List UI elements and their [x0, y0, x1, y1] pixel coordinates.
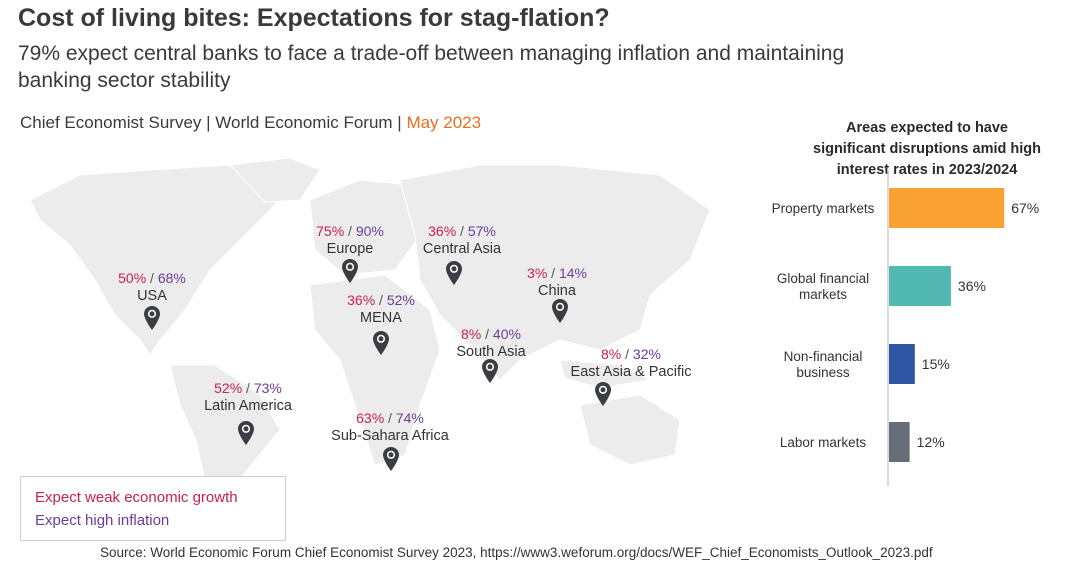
high-inflation-pct: 40%	[492, 326, 521, 342]
australia-shape	[579, 394, 681, 466]
region-name: East Asia & Pacific	[570, 364, 692, 380]
greenland-shape	[228, 157, 321, 203]
bar-value-label: 12%	[917, 434, 945, 450]
pct-separator: /	[348, 223, 352, 239]
bar-labor-markets	[889, 422, 910, 462]
region-label-sub-sahara-africa: 63% / 74% Sub-Sahara Africa	[331, 410, 449, 445]
bar-chart-title-line: significant disruptions amid high	[813, 141, 1041, 157]
weak-growth-pct: 75%	[316, 223, 345, 239]
high-inflation-pct: 57%	[467, 223, 496, 239]
pct-separator: /	[388, 410, 392, 426]
bar-value-label: 36%	[958, 278, 986, 294]
map-pin-icon	[373, 331, 389, 355]
disruption-bar-chart: 67% Property markets 36% Global financial ma…	[772, 170, 1039, 486]
weak-growth-pct: 8%	[461, 326, 482, 342]
bar-chart-title: Areas expected to have significant disru…	[782, 118, 1072, 181]
map-pin-icon	[144, 306, 160, 330]
pct-separator: /	[460, 223, 464, 239]
weak-growth-pct: 3%	[527, 265, 548, 281]
pct-separator: /	[379, 292, 383, 308]
high-inflation-pct: 68%	[157, 270, 186, 286]
high-inflation-pct: 14%	[558, 265, 587, 281]
weak-growth-pct: 63%	[356, 410, 385, 426]
footnote-source: Source: World Economic Forum Chief Econo…	[100, 545, 933, 560]
map-legend: Expect weak economic growth Expect high …	[20, 476, 286, 541]
bar-category-label: Labor markets	[780, 435, 867, 450]
weak-growth-pct: 8%	[601, 346, 622, 362]
region-label-central-asia: 36% / 57% Central Asia	[423, 223, 501, 258]
region-label-mena: 36% / 52% MENA	[347, 292, 415, 327]
weak-growth-pct: 52%	[214, 380, 243, 396]
survey-source-line: Chief Economist Survey | World Economic …	[20, 113, 481, 133]
region-label-latin-america: 52% / 73% Latin America	[204, 380, 292, 415]
high-inflation-pct: 52%	[386, 292, 415, 308]
bar-value-label: 67%	[1011, 200, 1039, 216]
high-inflation-pct: 32%	[632, 346, 661, 362]
weak-growth-pct: 50%	[118, 270, 147, 286]
map-pin-icon	[342, 259, 358, 283]
region-name: Sub-Sahara Africa	[331, 428, 449, 444]
map-pin-icon	[383, 447, 399, 471]
region-name: USA	[137, 288, 167, 304]
bar-chart-title-line: Areas expected to have	[846, 120, 1008, 136]
region-name: South Asia	[456, 344, 526, 360]
survey-date: May 2023	[406, 113, 482, 132]
pct-separator: /	[485, 326, 490, 342]
high-inflation-pct: 73%	[253, 380, 282, 396]
subtitle: 79% expect central banks to face a trade…	[18, 42, 845, 92]
region-label-south-asia: 8% / 40% South Asia	[456, 326, 525, 361]
map-pin-icon	[482, 359, 498, 383]
pct-separator: /	[150, 270, 154, 286]
pct-separator: /	[246, 380, 250, 396]
world-map	[29, 157, 711, 480]
bar-non-financial-business	[889, 344, 915, 384]
high-inflation-pct: 74%	[395, 410, 424, 426]
bar-category-label: Non-financial business	[784, 349, 863, 380]
bar-category-label: Property markets	[772, 201, 875, 216]
pct-separator: /	[625, 346, 630, 362]
map-pin-icon	[446, 261, 462, 285]
region-label-china: 3% / 14% China	[527, 265, 587, 300]
region-label-usa: 50% / 68% USA	[118, 270, 186, 305]
region-name: Central Asia	[422, 241, 502, 257]
survey-name: Chief Economist Survey | World Economic …	[20, 113, 402, 132]
weak-growth-pct: 36%	[428, 223, 457, 239]
region-label-europe: 75% / 90% Europe	[316, 223, 384, 258]
region-name: China	[538, 283, 576, 299]
bar-property-markets	[889, 188, 1005, 228]
page-title: Cost of living bites: Expectations for s…	[18, 4, 610, 32]
map-pin-icon	[595, 382, 611, 406]
legend-high-inflation: Expect high inflation	[35, 512, 170, 529]
region-name: Europe	[326, 241, 374, 257]
map-pin-icon	[552, 299, 568, 323]
region-name: MENA	[360, 310, 402, 326]
high-inflation-pct: 90%	[355, 223, 384, 239]
europe-shape	[309, 179, 421, 276]
africa-shape	[309, 274, 441, 466]
region-name: Latin America	[204, 398, 292, 414]
bar-value-label: 15%	[922, 356, 950, 372]
north-america-shape	[29, 164, 301, 356]
map-pin-icon	[238, 421, 254, 445]
bar-chart-title-line: interest rates in 2023/2024	[836, 162, 1018, 178]
bar-category-label: Global financial markets	[777, 271, 869, 302]
region-label-east-asia-pacific: 8% / 32% East Asia & Pacific	[571, 346, 692, 381]
pct-separator: /	[551, 265, 556, 281]
asia-shape	[399, 164, 711, 381]
weak-growth-pct: 36%	[347, 292, 376, 308]
bar-global-financial-markets	[889, 266, 951, 306]
legend-weak-growth: Expect weak economic growth	[35, 489, 238, 506]
indonesia-shape	[559, 359, 652, 389]
